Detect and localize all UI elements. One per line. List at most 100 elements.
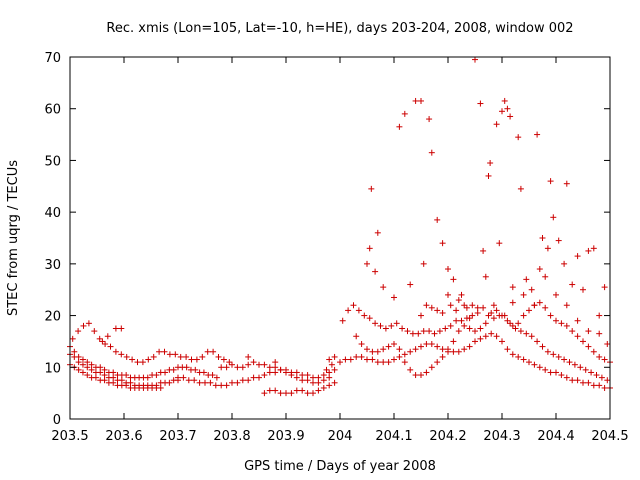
data-point [585,328,592,335]
data-point [79,356,86,363]
data-point [157,384,164,391]
data-point [520,291,527,298]
data-point [239,377,246,384]
data-point [523,330,530,337]
data-point [439,353,446,360]
data-point [372,320,379,327]
data-point [472,328,478,335]
data-point [250,359,257,366]
x-tick-label: 203.8 [213,429,250,444]
data-point [466,315,473,322]
data-point [299,372,306,379]
data-point [358,341,365,348]
data-point [272,359,279,366]
data-point [439,240,446,247]
x-axis-label: GPS time / Days of year 2008 [244,459,436,474]
data-point [207,379,214,386]
data-point [85,320,92,327]
data-point [396,353,403,360]
data-point [458,291,465,298]
data-point [426,116,433,123]
data-point [364,346,370,353]
data-point [566,359,573,366]
data-point [509,284,516,291]
data-point [172,351,179,358]
data-point [377,322,384,329]
data-point [97,369,104,376]
data-point [102,341,109,348]
data-point [593,372,600,379]
y-tick-label: 60 [44,103,61,118]
data-point [79,369,86,376]
data-point [528,333,535,340]
data-point [517,328,524,335]
data-point [145,356,152,363]
data-point [517,185,524,192]
data-point [353,353,360,360]
x-tick-label: 203.9 [267,429,304,444]
data-point [369,356,376,363]
data-point [229,361,235,368]
data-point [127,379,134,386]
data-point [520,312,527,319]
data-point [358,353,365,360]
x-tick-label: 203.5 [51,429,88,444]
data-point [569,377,576,384]
data-point [79,361,86,368]
data-point [439,309,446,316]
data-point [404,328,411,335]
data-point [320,372,327,379]
data-point [374,348,381,355]
data-point [577,364,584,371]
data-point [542,304,549,311]
data-point [380,346,387,353]
data-point [531,361,538,368]
data-point [399,325,406,332]
data-point [436,328,443,335]
x-tick-label: 204 [328,429,353,444]
data-point [580,338,586,345]
data-point [477,325,484,332]
data-point [84,372,91,379]
data-point [601,384,608,391]
data-point [196,379,203,386]
data-point [393,320,400,327]
data-point [123,353,130,360]
data-point [218,382,225,389]
data-point [526,307,532,314]
data-point [596,353,603,360]
data-point [220,356,227,363]
data-point [80,322,87,329]
data-point [104,333,111,340]
data-point [101,366,108,373]
data-point [191,377,198,384]
data-point [193,356,200,363]
data-point [91,328,98,335]
data-point [542,366,549,373]
data-point [569,328,576,335]
data-point [555,237,562,244]
data-point [580,379,586,386]
data-point [223,364,230,371]
data-point [539,235,546,241]
data-point [445,291,451,298]
data-point [123,382,130,389]
data-point [604,341,611,348]
data-point [88,361,95,368]
data-point [112,348,119,355]
data-point [75,366,82,373]
data-point [234,364,241,371]
data-point [272,387,279,394]
data-point [561,260,568,267]
data-point [101,377,108,384]
data-point [499,312,505,319]
data-point [183,364,190,371]
data-point [401,359,408,366]
data-point [431,330,438,337]
data-point [245,361,252,368]
data-point [110,379,117,386]
axis-ticks: 203.5 203.6 203.7 203.8 203.9 204 204.1 204.2 20… [44,51,628,444]
data-point [466,325,473,332]
data-point [488,330,495,337]
data-point [162,369,169,376]
